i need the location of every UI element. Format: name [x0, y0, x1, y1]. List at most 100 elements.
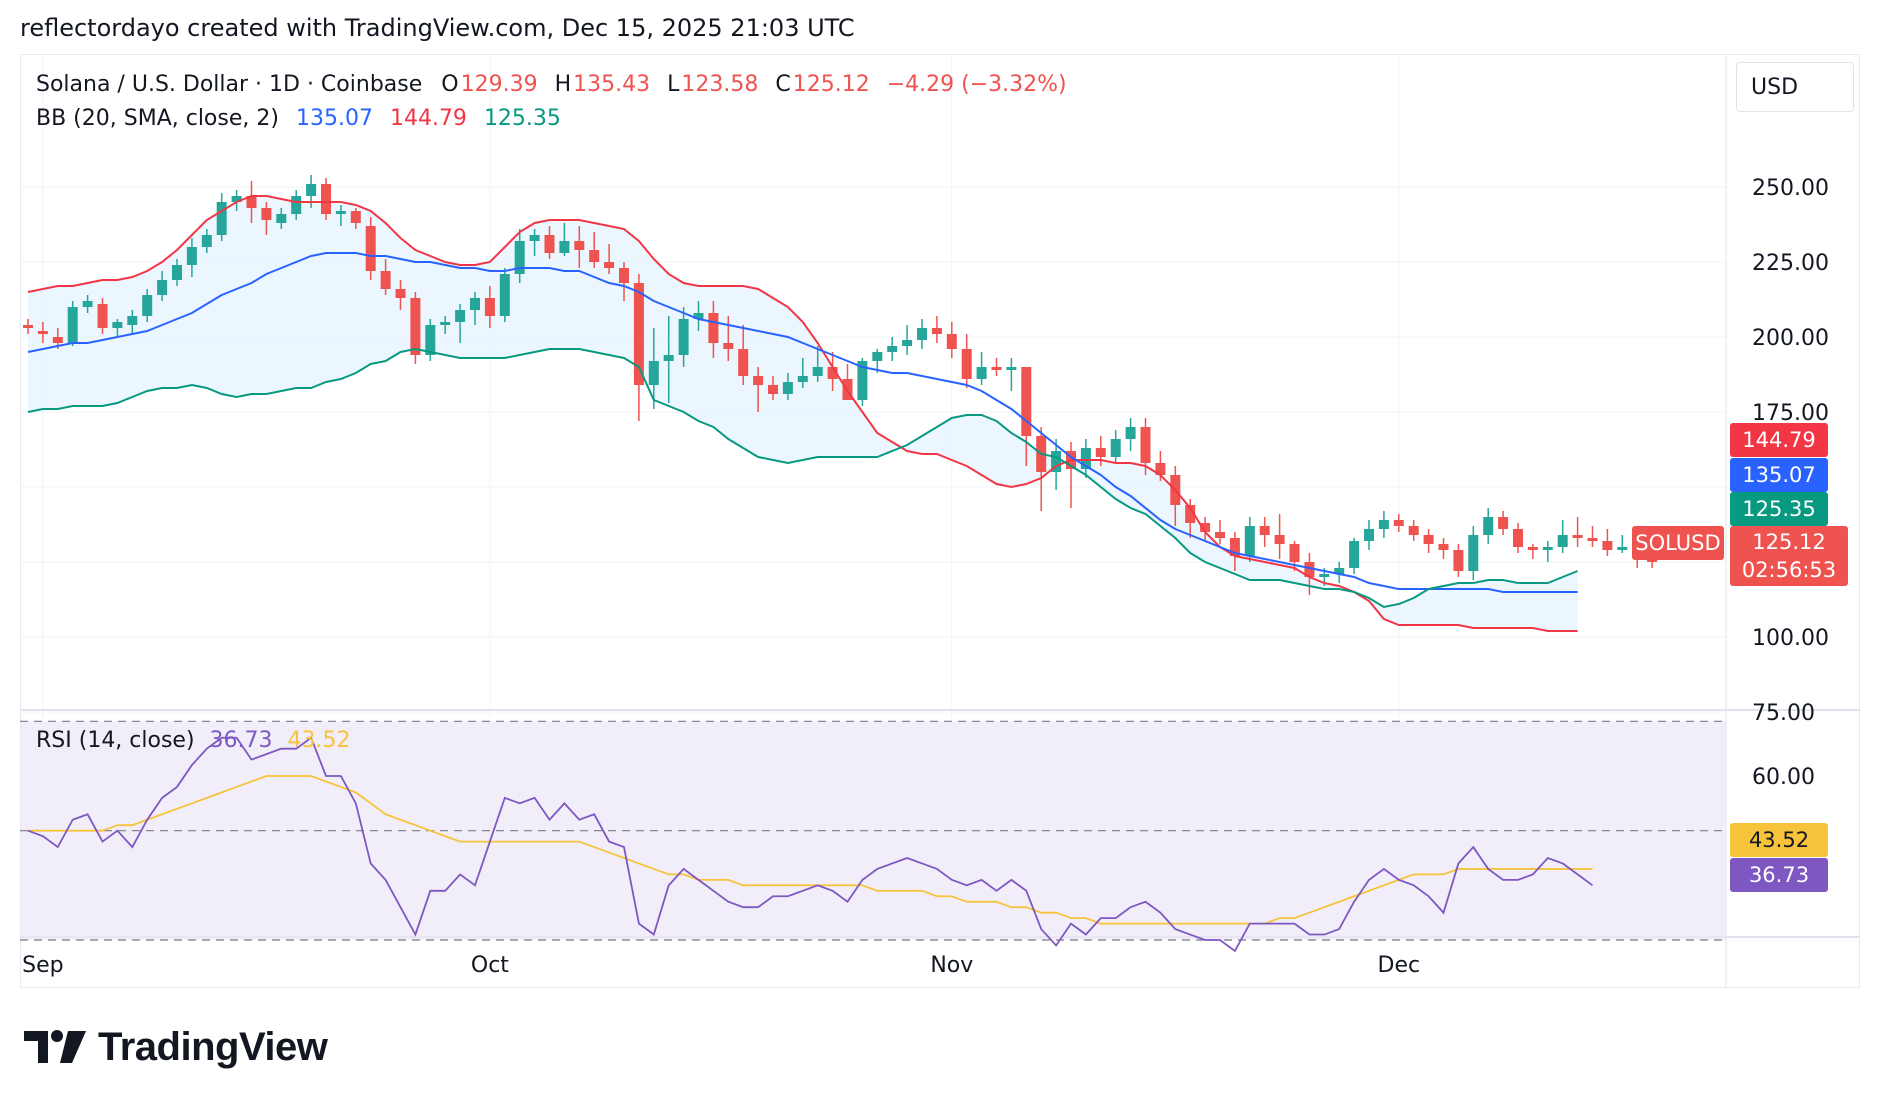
candle-body	[276, 214, 287, 223]
candle-body	[1453, 550, 1464, 571]
high-label: H	[554, 72, 572, 97]
candle-body	[1095, 448, 1106, 457]
candle-body	[365, 226, 376, 271]
candle-body	[127, 316, 138, 325]
tradingview-wordmark: TradingView	[98, 1024, 328, 1069]
candle-body	[380, 271, 391, 289]
candle-body	[529, 235, 540, 241]
candle-body	[484, 298, 495, 316]
candle-body	[946, 334, 957, 349]
candle-body	[1140, 427, 1151, 463]
candle-body	[23, 325, 33, 328]
candle-body	[1557, 535, 1568, 547]
candle-body	[306, 184, 317, 196]
candle-body	[67, 307, 78, 343]
candle-body	[1572, 535, 1583, 538]
bb-lower-line	[27, 347, 1578, 609]
open-value: 129.39	[460, 72, 538, 97]
tradingview-logo[interactable]: TradingView	[24, 1024, 328, 1070]
candle-body	[1602, 541, 1613, 550]
candle-body	[142, 295, 153, 316]
candle-body	[1259, 526, 1270, 535]
candle-body	[97, 304, 108, 328]
candle-body	[1542, 547, 1553, 550]
bb-basis-price-tag: 135.07	[1730, 458, 1828, 492]
candle-body	[1215, 532, 1225, 538]
candle-body	[1125, 427, 1136, 439]
candle-body	[514, 241, 525, 274]
candle-body	[186, 247, 197, 265]
candle-body	[37, 331, 48, 334]
candle-body	[887, 346, 898, 352]
candle-body	[738, 349, 749, 376]
candle-body	[216, 202, 227, 235]
candle-body	[1438, 544, 1449, 550]
candle-body	[663, 355, 674, 361]
candle-body	[455, 310, 466, 322]
candle-body	[1110, 439, 1121, 457]
rsi-pane	[20, 720, 1726, 953]
candle-body	[1006, 367, 1017, 370]
candle-body	[872, 352, 883, 361]
candle-body	[768, 385, 778, 394]
bb-lower-value: 125.35	[483, 106, 561, 131]
candle-body	[1155, 463, 1166, 475]
candle-body	[291, 196, 302, 214]
currency-selector[interactable]: USD	[1736, 62, 1854, 112]
close-label: C	[775, 72, 791, 97]
low-label: L	[667, 72, 680, 97]
candle-body	[1364, 529, 1374, 541]
candle-body	[574, 241, 585, 250]
candle-body	[1244, 526, 1255, 556]
candle-body	[52, 337, 63, 343]
change-value: −4.29 (−3.32%)	[886, 72, 1067, 97]
candle-body	[827, 367, 838, 379]
candle-body	[648, 361, 659, 385]
candle-body	[1527, 547, 1538, 550]
rsi-ma-price-tag: 43.52	[1730, 823, 1828, 857]
candle-body	[157, 280, 168, 295]
rsi-price-tag: 36.73	[1730, 858, 1828, 892]
candle-body	[917, 328, 927, 340]
rsi-legend[interactable]: RSI (14, close) 36.73 43.52	[36, 728, 351, 753]
candle-body	[112, 322, 123, 328]
candle-body	[1021, 367, 1032, 436]
bb-legend[interactable]: BB (20, SMA, close, 2) 135.07 144.79 125…	[36, 106, 563, 131]
candle-body	[1513, 529, 1523, 547]
bb-upper-price-tag: 144.79	[1730, 423, 1828, 457]
axis-labels: 75.00 100.00 175.00 200.00 225.00 250.00 60.00…	[22, 176, 1829, 978]
candle-body	[1304, 562, 1315, 577]
candle-body	[723, 343, 734, 349]
rsi-ma-line	[28, 775, 1593, 925]
candle-body	[1468, 535, 1479, 571]
candle-body	[231, 196, 242, 202]
candle-body	[812, 367, 823, 376]
candle-body	[1229, 538, 1240, 556]
candle-body	[1274, 535, 1285, 544]
candle-body	[1319, 574, 1330, 577]
candle-body	[708, 313, 719, 343]
low-value: 123.58	[681, 72, 759, 97]
candle-body	[1185, 505, 1196, 523]
candle-body	[1289, 544, 1300, 562]
candle-body	[1200, 523, 1211, 532]
candle-body	[201, 235, 212, 247]
price-tick-label: 250.00	[1752, 176, 1829, 201]
open-label: O	[441, 72, 459, 97]
candle-body	[395, 289, 406, 298]
candle-body	[1408, 526, 1419, 535]
rsi-label: RSI (14, close)	[36, 728, 195, 753]
chart-frame	[20, 54, 1860, 988]
rsi-ma-value: 43.52	[287, 728, 351, 753]
price-tick-label: 100.00	[1752, 626, 1829, 651]
candle-body	[1483, 517, 1494, 535]
rsi-value: 36.73	[209, 728, 273, 753]
symbol-legend[interactable]: Solana / U.S. Dollar · 1D · Coinbase O12…	[36, 72, 1069, 97]
price-tick-label: 175.00	[1752, 401, 1829, 426]
candle-body	[1617, 547, 1628, 550]
candle-body	[559, 241, 570, 253]
attribution: reflectordayo created with TradingView.c…	[20, 14, 855, 42]
bar-countdown: 02:56:53	[1741, 558, 1837, 582]
candle-body	[1080, 448, 1091, 469]
